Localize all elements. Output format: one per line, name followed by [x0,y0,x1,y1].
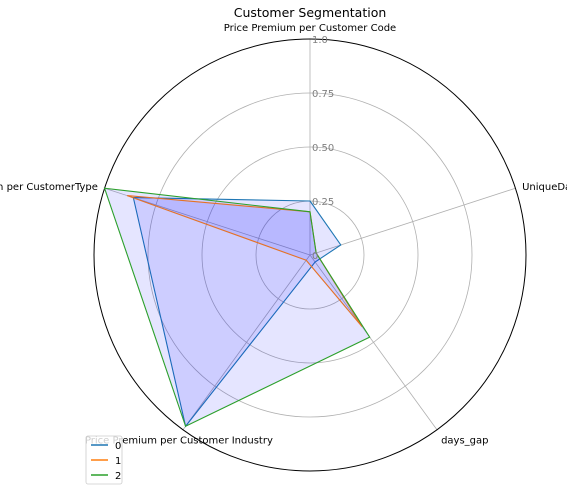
axis-label-1: UniqueDays [522,182,567,193]
series-layer [103,187,371,428]
axis-label-4: Price Premium per CustomerType [0,182,98,193]
series-0-line [132,197,342,428]
series-2-fill [104,188,370,427]
axis-label-0: Price Premium per Customer Code [224,23,396,34]
series-2-line [103,187,371,428]
radial-tick-label: 1.0 [312,35,328,46]
legend-label-0: 0 [115,441,121,452]
radial-tick-label: 0.75 [312,89,334,100]
radial-tick-label: 0 [312,251,318,262]
radial-tick-label: 0.50 [312,143,334,154]
radial-tick-label: 0.25 [312,197,334,208]
legend-label-2: 2 [115,471,121,482]
spoke-3 [182,254,311,430]
spoke-2 [309,254,438,430]
spoke-1 [309,187,516,256]
chart-title: Customer Segmentation [234,5,387,20]
legend-label-1: 1 [115,456,121,467]
axis-label-2: days_gap [441,435,488,446]
series-1-fill [127,195,363,327]
series-0-fill [133,197,341,427]
axis-label-3: Price Premium per Customer Industry [85,435,273,446]
outer-spine [93,38,527,472]
legend: 0 1 2 [85,435,123,485]
grid [93,38,527,472]
